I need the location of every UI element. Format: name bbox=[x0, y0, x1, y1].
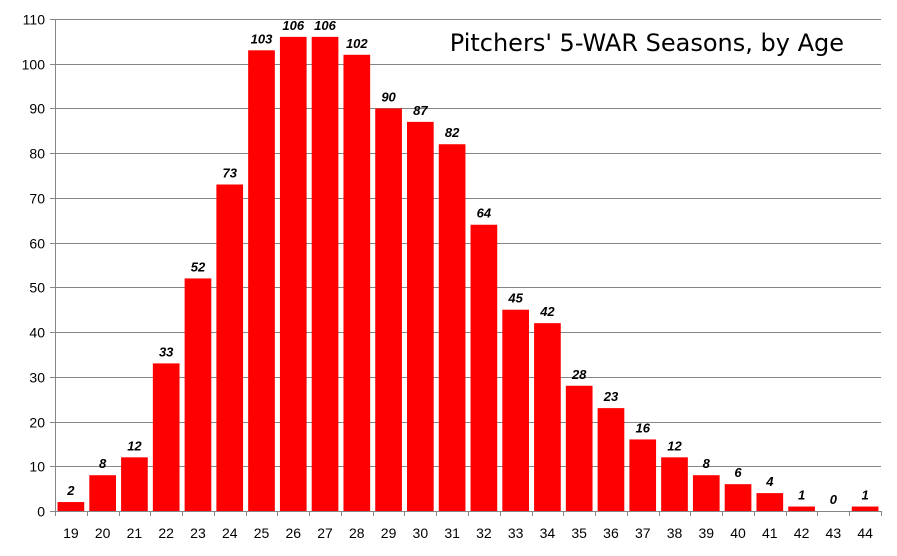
x-tick-label: 34 bbox=[540, 525, 556, 541]
data-label: 16 bbox=[635, 420, 650, 435]
x-tick-label: 20 bbox=[95, 525, 111, 541]
data-label: 103 bbox=[251, 31, 273, 46]
data-label: 64 bbox=[477, 206, 492, 221]
bar bbox=[216, 184, 244, 511]
x-tick-label: 28 bbox=[349, 525, 365, 541]
x-tick-label: 30 bbox=[413, 525, 429, 541]
bar bbox=[756, 493, 784, 511]
data-label: 28 bbox=[571, 367, 587, 382]
y-tick-label: 40 bbox=[29, 325, 45, 341]
x-tick-label: 40 bbox=[730, 525, 746, 541]
y-tick-label: 30 bbox=[29, 370, 45, 386]
data-label: 45 bbox=[507, 291, 523, 306]
bar bbox=[851, 506, 879, 511]
x-tick-label: 35 bbox=[571, 525, 587, 541]
data-label: 8 bbox=[99, 456, 107, 471]
y-tick-label: 100 bbox=[22, 57, 46, 73]
y-tick-label: 80 bbox=[29, 146, 45, 162]
y-tick-label: 60 bbox=[29, 236, 45, 252]
x-tick-label: 39 bbox=[698, 525, 714, 541]
data-label: 73 bbox=[222, 165, 237, 180]
x-tick-label: 19 bbox=[63, 525, 79, 541]
data-label: 1 bbox=[861, 488, 868, 503]
bar bbox=[248, 50, 275, 512]
x-tick-label: 25 bbox=[254, 525, 270, 541]
data-label: 82 bbox=[445, 125, 460, 140]
x-tick-label: 22 bbox=[158, 525, 174, 541]
data-label: 102 bbox=[346, 36, 368, 51]
x-tick-label: 32 bbox=[476, 525, 492, 541]
y-tick-label: 70 bbox=[29, 191, 45, 207]
bar bbox=[152, 363, 180, 511]
y-tick-label: 0 bbox=[37, 504, 45, 520]
bar bbox=[597, 408, 625, 511]
bar bbox=[502, 309, 529, 511]
data-label: 106 bbox=[282, 18, 304, 33]
bar bbox=[375, 108, 402, 512]
bar bbox=[692, 475, 720, 511]
bar bbox=[184, 278, 212, 511]
data-label: 1 bbox=[798, 488, 805, 503]
y-tick-label: 90 bbox=[29, 101, 45, 117]
data-label: 2 bbox=[66, 483, 75, 498]
x-tick-label: 37 bbox=[635, 525, 651, 541]
bar bbox=[724, 484, 752, 511]
data-label: 12 bbox=[127, 438, 142, 453]
x-tick-label: 42 bbox=[794, 525, 810, 541]
x-tick-label: 36 bbox=[603, 525, 619, 541]
data-label: 6 bbox=[734, 465, 742, 480]
x-tick-label: 23 bbox=[190, 525, 206, 541]
bar bbox=[534, 323, 561, 511]
x-tick-label: 41 bbox=[762, 525, 778, 541]
x-tick-label: 21 bbox=[127, 525, 143, 541]
x-tick-label: 26 bbox=[285, 525, 301, 541]
x-tick-label: 44 bbox=[857, 525, 873, 541]
bars bbox=[57, 36, 879, 512]
bar bbox=[343, 54, 371, 511]
data-label: 33 bbox=[159, 344, 174, 359]
y-tick-label: 50 bbox=[29, 280, 45, 296]
x-tick-label: 38 bbox=[667, 525, 683, 541]
data-label: 4 bbox=[765, 474, 774, 489]
bar bbox=[438, 144, 466, 511]
x-tick-label: 33 bbox=[508, 525, 524, 541]
data-label: 0 bbox=[830, 492, 838, 507]
x-tick-label: 31 bbox=[444, 525, 460, 541]
bar bbox=[788, 506, 815, 511]
chart-title: Pitchers' 5-WAR Seasons, by Age bbox=[450, 29, 844, 57]
data-label: 106 bbox=[314, 18, 336, 33]
bar bbox=[121, 457, 148, 511]
x-tick-label: 43 bbox=[826, 525, 842, 541]
y-tick-label: 110 bbox=[23, 12, 46, 28]
x-tick-label: 29 bbox=[381, 525, 397, 541]
bar bbox=[89, 475, 116, 511]
bar bbox=[279, 36, 307, 512]
bar bbox=[311, 36, 339, 512]
bar bbox=[661, 457, 688, 511]
data-label: 23 bbox=[603, 389, 619, 404]
bar bbox=[407, 121, 434, 511]
data-label: 52 bbox=[191, 259, 206, 274]
x-tick-label: 27 bbox=[317, 525, 333, 541]
y-tick-label: 10 bbox=[29, 459, 45, 475]
data-label: 12 bbox=[667, 438, 682, 453]
bar bbox=[470, 224, 498, 511]
bar bbox=[629, 439, 657, 511]
data-label: 42 bbox=[539, 304, 555, 319]
y-tick-label: 20 bbox=[29, 415, 45, 431]
data-label: 87 bbox=[413, 103, 428, 118]
bar bbox=[565, 385, 593, 511]
data-label: 8 bbox=[703, 456, 711, 471]
x-tick-label: 24 bbox=[222, 525, 238, 541]
bar bbox=[57, 502, 85, 511]
y-axis-tick-labels: 0 10 20 30 40 50 60 70 80 90 100 110 bbox=[22, 12, 46, 520]
data-label: 90 bbox=[381, 89, 396, 104]
